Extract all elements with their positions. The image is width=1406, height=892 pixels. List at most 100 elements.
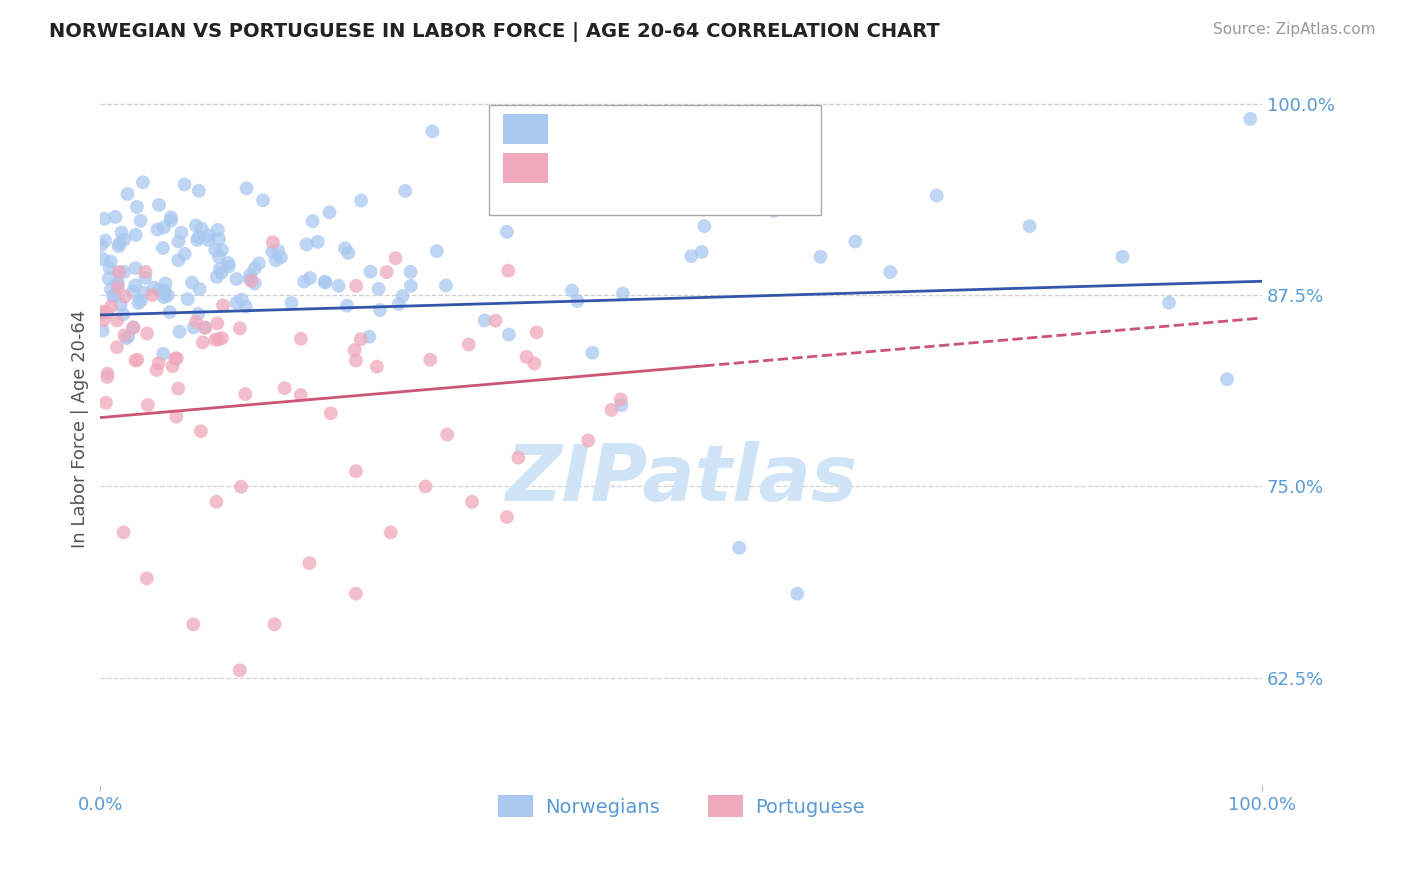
Point <box>681 249 703 263</box>
Point <box>614 169 637 183</box>
Text: N =: N = <box>669 159 710 177</box>
Point <box>207 223 229 237</box>
Point <box>610 398 633 412</box>
Text: 0.050: 0.050 <box>603 120 661 137</box>
Point <box>152 241 174 255</box>
Point <box>124 261 146 276</box>
Point <box>187 230 209 244</box>
Point <box>155 277 177 291</box>
Point <box>239 268 262 282</box>
Point <box>290 388 312 402</box>
Point <box>134 271 156 285</box>
Point <box>314 276 336 290</box>
Point <box>336 299 359 313</box>
Point <box>156 288 179 302</box>
Point <box>100 300 122 314</box>
Point <box>194 320 217 334</box>
Point <box>162 359 184 374</box>
Point <box>350 332 373 346</box>
Text: R =: R = <box>561 120 600 137</box>
Point <box>107 276 129 290</box>
Point <box>229 321 252 335</box>
Point <box>225 272 247 286</box>
Point <box>290 332 312 346</box>
Point <box>211 243 233 257</box>
FancyBboxPatch shape <box>503 114 547 145</box>
Point <box>314 275 336 289</box>
Point <box>344 353 367 368</box>
Point <box>273 381 295 395</box>
Point <box>461 495 484 509</box>
Point <box>318 205 340 219</box>
Point <box>1239 112 1261 126</box>
Point <box>101 289 124 303</box>
Point <box>621 201 644 215</box>
Point <box>183 320 205 334</box>
Point <box>107 277 129 292</box>
Point <box>426 244 449 259</box>
Point <box>153 220 176 235</box>
Point <box>925 188 948 202</box>
Point <box>399 279 422 293</box>
Point <box>693 219 716 234</box>
Point <box>187 307 209 321</box>
Point <box>129 293 152 308</box>
Point <box>457 337 479 351</box>
Point <box>198 228 221 243</box>
Point <box>112 307 135 321</box>
Point <box>93 313 115 327</box>
Point <box>298 556 321 570</box>
Point <box>91 324 114 338</box>
Point <box>125 227 148 242</box>
Text: N =: N = <box>669 120 710 137</box>
Point <box>134 285 156 300</box>
Point <box>136 398 159 412</box>
Point <box>523 356 546 370</box>
Point <box>229 480 252 494</box>
Point <box>1018 219 1040 234</box>
Point <box>235 300 257 314</box>
Point <box>786 587 808 601</box>
Point <box>190 221 212 235</box>
Point <box>375 265 398 279</box>
Point <box>127 352 149 367</box>
Point <box>610 140 633 154</box>
Point <box>208 232 231 246</box>
Point <box>107 280 129 294</box>
Point <box>422 124 444 138</box>
Point <box>159 305 181 319</box>
Point <box>205 495 228 509</box>
Point <box>197 233 219 247</box>
Point <box>207 332 229 346</box>
Text: 78: 78 <box>709 159 741 177</box>
Point <box>436 427 458 442</box>
Text: ZIPatlas: ZIPatlas <box>505 441 858 516</box>
Point <box>581 345 603 359</box>
FancyBboxPatch shape <box>503 153 547 184</box>
Point <box>104 288 127 302</box>
Point <box>496 225 519 239</box>
Point <box>380 525 402 540</box>
Point <box>212 298 235 312</box>
Point <box>384 251 406 265</box>
Point <box>181 617 204 632</box>
Point <box>90 308 112 322</box>
Point <box>143 281 166 295</box>
Point <box>153 284 176 298</box>
Point <box>388 297 411 311</box>
Point <box>576 434 599 448</box>
Point <box>247 256 270 270</box>
Point <box>141 288 163 302</box>
Point <box>344 278 367 293</box>
Point <box>233 387 256 401</box>
Point <box>105 313 128 327</box>
Point <box>498 327 520 342</box>
Point <box>146 222 169 236</box>
Point <box>844 235 866 249</box>
Point <box>333 241 356 255</box>
Point <box>208 261 231 276</box>
Point <box>366 359 388 374</box>
Point <box>204 333 226 347</box>
Point <box>415 479 437 493</box>
Point <box>127 296 149 310</box>
